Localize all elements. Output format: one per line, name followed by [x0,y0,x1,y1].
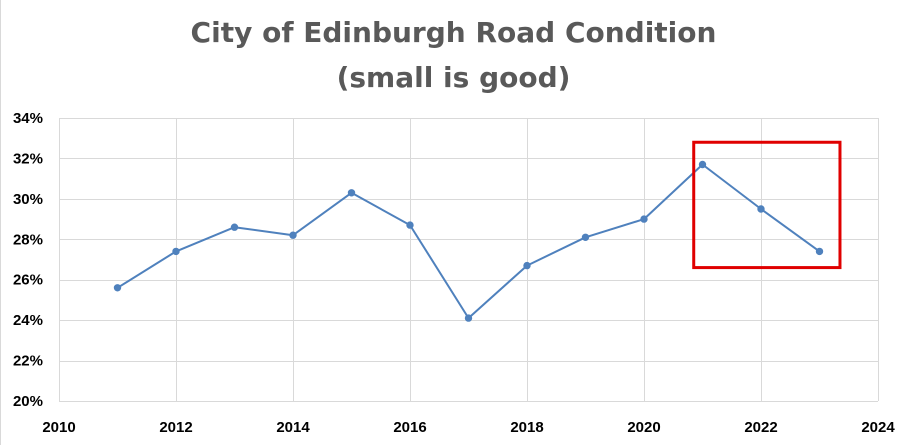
data-point [640,215,648,223]
y-tick-label: 30% [13,191,43,208]
x-tick-label: 2016 [393,419,426,436]
data-point [523,261,531,270]
chart-title: City of Edinburgh Road Condition [190,16,717,49]
data-point [464,314,473,322]
data-point [757,205,765,213]
data-point [230,223,239,231]
y-tick-label: 20% [13,393,43,410]
chart-subtitle: (small is good) [336,61,571,94]
x-tick-label: 2014 [276,419,310,436]
y-tick-label: 28% [13,231,43,248]
highlight-box [692,140,842,270]
data-point [406,221,414,229]
y-tick-label: 32% [13,150,43,167]
series-line [116,163,821,320]
data-point [289,231,297,239]
y-tick-label: 34% [13,110,43,127]
data-point [113,284,122,292]
x-tick-label: 2020 [627,419,660,436]
data-point [698,160,707,169]
data-point [172,247,180,256]
x-tick-label: 2022 [744,419,777,436]
x-tick-label: 2010 [42,419,75,436]
y-tick-label: 26% [13,272,43,289]
data-point [815,247,824,256]
x-tick-label: 2024 [861,419,895,436]
y-tick-label: 24% [13,312,43,329]
x-tick-label: 2018 [510,419,543,436]
data-point [581,233,590,242]
x-tick-label: 2012 [159,419,192,436]
data-point [347,189,356,197]
y-tick-label: 22% [13,353,43,370]
